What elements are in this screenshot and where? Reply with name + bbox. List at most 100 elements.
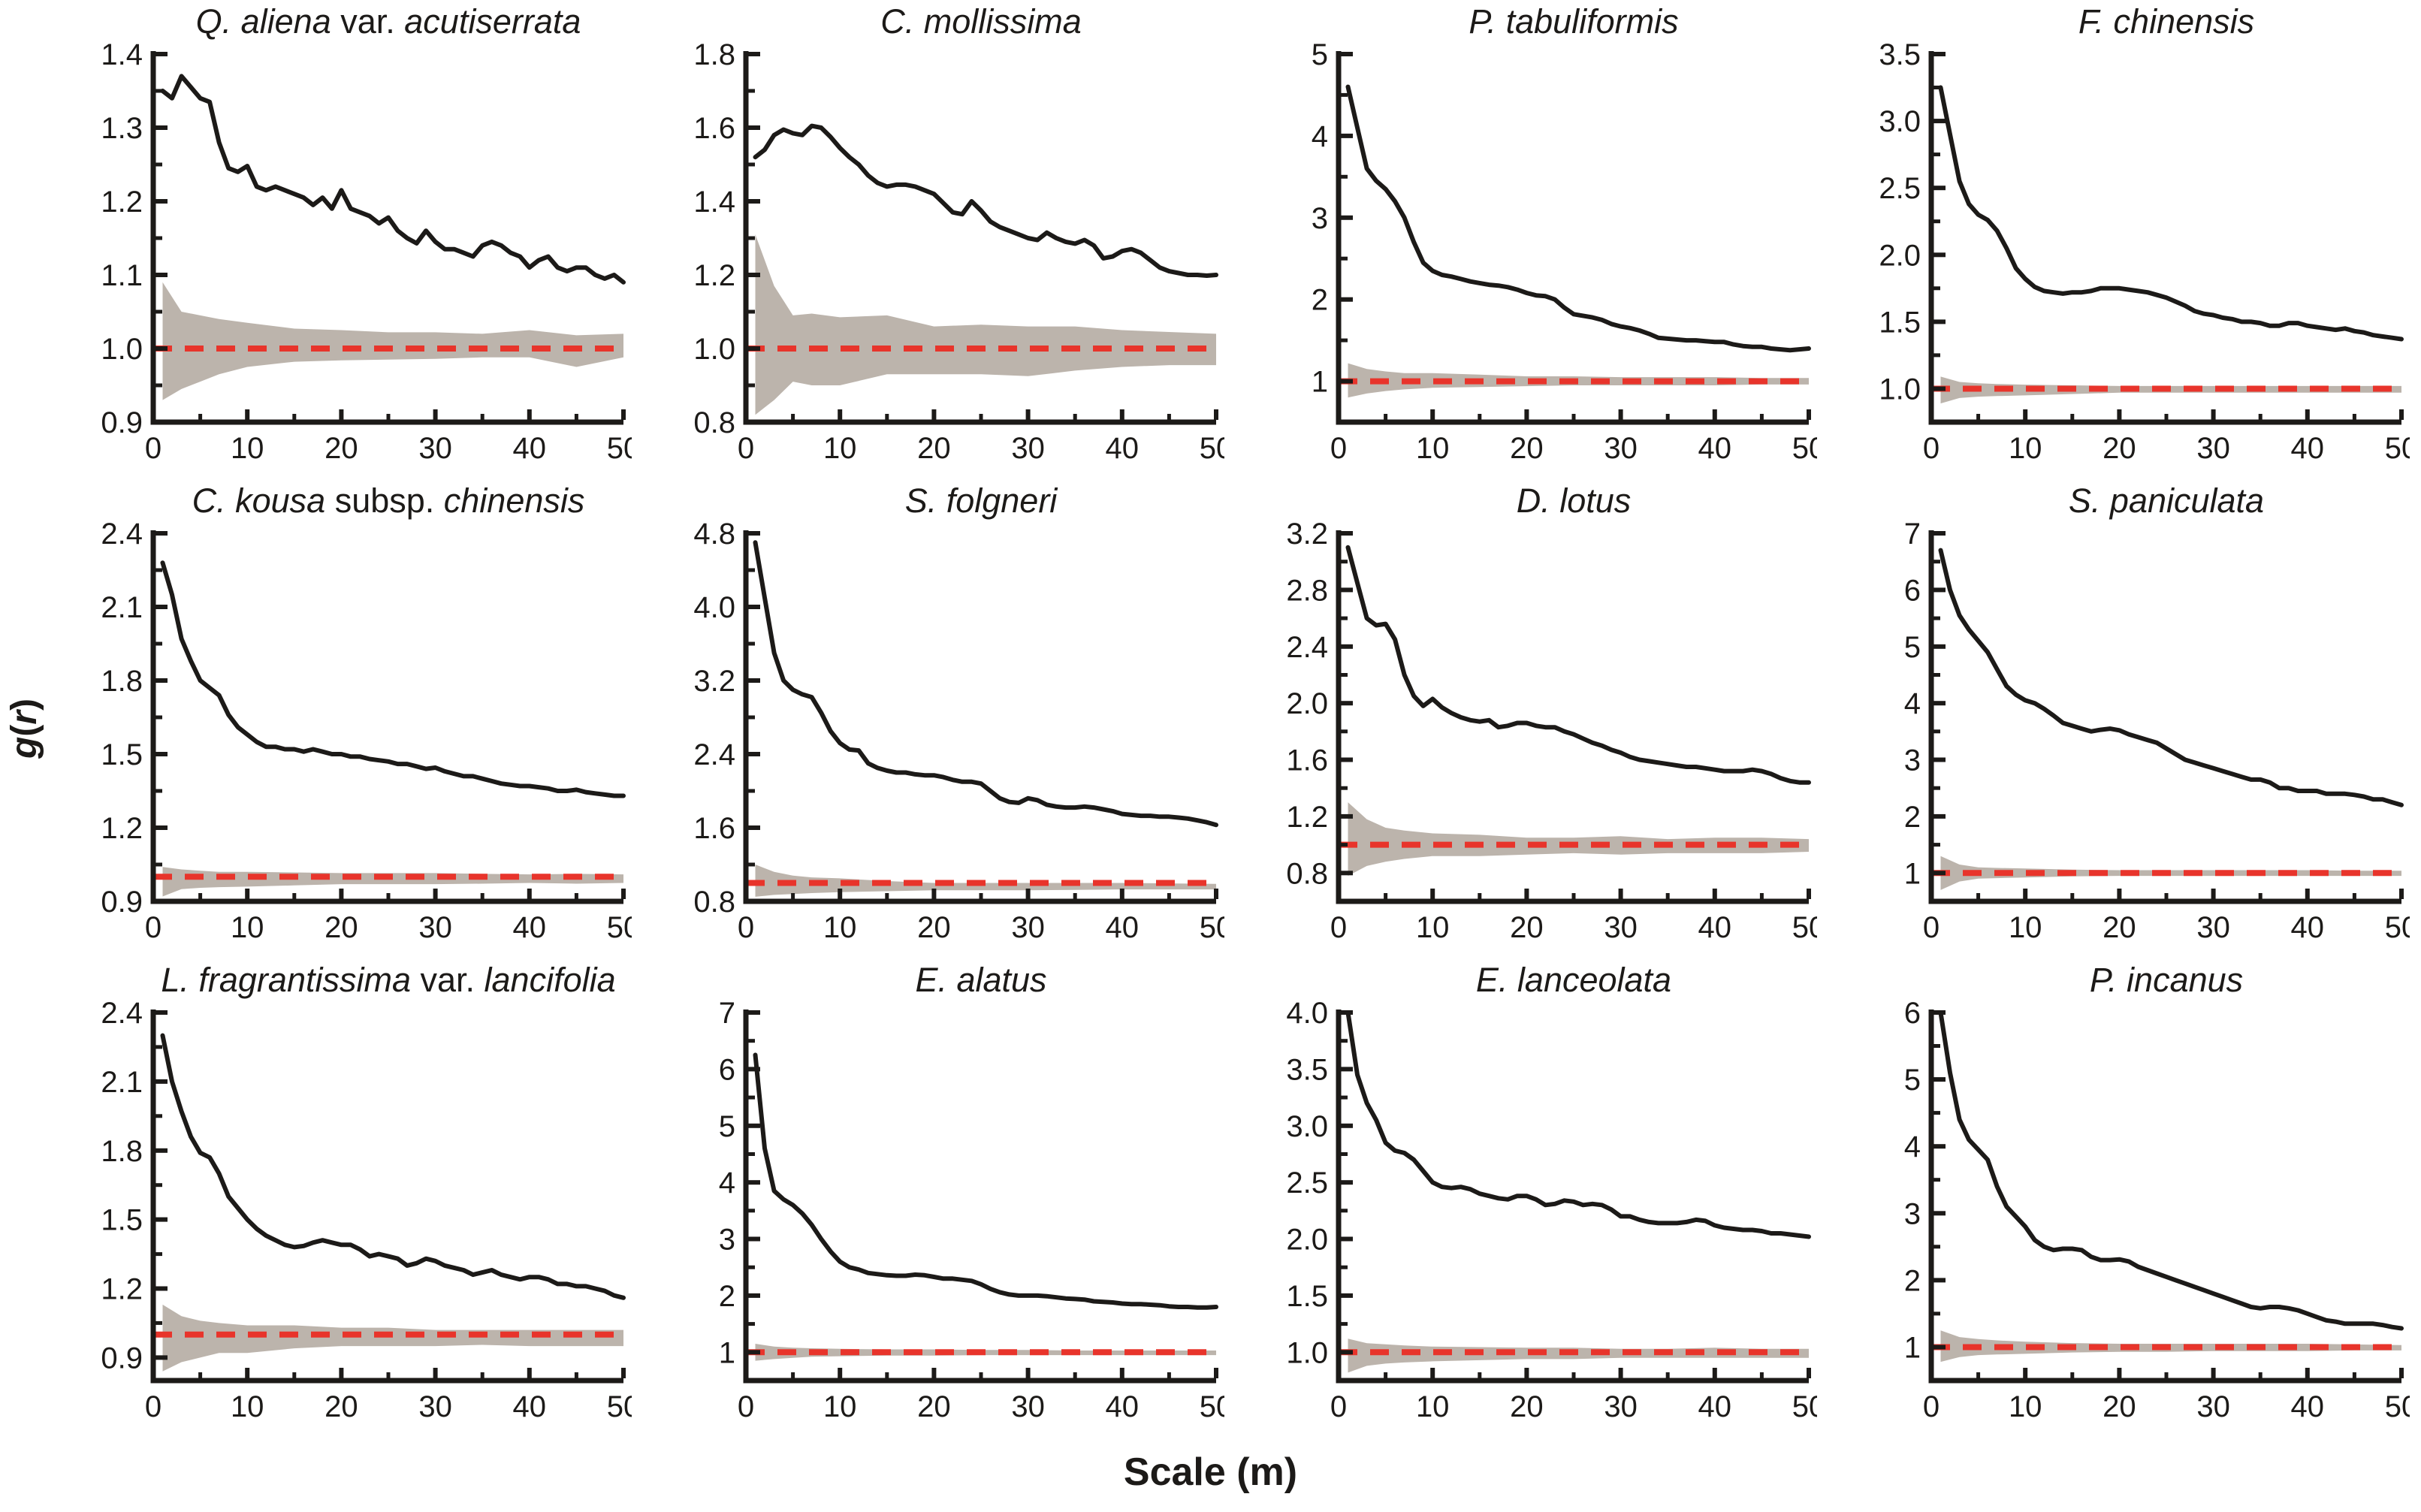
x-tick-label: 50 [607,1390,632,1423]
x-tick-label: 50 [1792,432,1817,465]
x-tick-label: 30 [2196,1390,2230,1423]
x-tick-label: 30 [2196,911,2230,944]
panel-title: E. alatus [915,963,1046,999]
x-tick-label: 10 [823,911,857,944]
panel-title: D. lotus [1517,484,1632,520]
observed-g-curve [1938,548,2404,807]
x-tick-label: 20 [1510,1390,1543,1423]
x-tick-label: 50 [1792,911,1817,944]
y-tick-label: 1 [1904,857,1921,890]
panel-title: C. kousa subsp. chinensis [192,484,585,520]
y-tick-label: 1 [1312,366,1328,399]
panel-title: Q. aliena var. acutiserrata [196,5,581,41]
panel-title: E. lanceolata [1476,963,1671,999]
y-tick-label: 5 [1904,631,1921,664]
panel-s-folgneri: 0 10 20 30 40 50 0.8 1.6 2.4 3.2 4.0 4.8 S. folgneri [693,484,1224,944]
x-tick-label: 50 [2385,911,2410,944]
y-tick-label: 3 [719,1224,735,1257]
simulation-envelope [162,1304,623,1372]
y-tick-label: 1.3 [101,112,143,145]
panel-title: L. fragrantissima var. lancifolia [161,963,615,999]
y-tick-label: 2.4 [101,518,143,551]
y-tick-label: 3.2 [1286,518,1328,551]
y-tick-label: 7 [1904,518,1921,551]
y-tick-label: 6 [719,1053,735,1086]
simulation-envelope [162,282,623,400]
observed-g-curve [753,123,1218,278]
y-tick-label: 1.8 [101,1135,143,1168]
y-tick-label: 3 [1904,744,1921,777]
y-tick-label: 3 [1904,1197,1921,1230]
y-tick-label: 5 [1904,1064,1921,1097]
y-tick-label: 1.1 [101,259,143,292]
y-tick-label: 3.5 [1286,1053,1328,1086]
y-tick-label: 7 [719,997,735,1030]
x-tick-label: 0 [145,432,162,465]
x-tick-label: 10 [231,1390,264,1423]
x-tick-label: 40 [513,432,547,465]
y-tick-label: 4.0 [693,591,735,624]
observed-g-curve [160,1033,626,1300]
panel-title: P. tabuliformis [1469,5,1678,41]
y-tick-label: 2.0 [1286,687,1328,720]
x-tick-label: 20 [917,432,951,465]
y-tick-label: 0.9 [101,1341,143,1375]
panel-title: C. mollissima [880,5,1082,41]
y-tick-label: 1.8 [693,38,735,71]
y-tick-label: 2.5 [1286,1166,1328,1200]
x-tick-label: 0 [145,911,162,944]
y-tick-label: 4.8 [693,518,735,551]
y-tick-label: 2.0 [1879,239,1921,272]
simulation-envelope [755,865,1216,897]
x-tick-label: 10 [231,432,264,465]
x-tick-label: 0 [1923,1390,1940,1423]
x-tick-label: 50 [2385,432,2410,465]
x-tick-label: 20 [2103,911,2136,944]
x-tick-label: 0 [1923,911,1940,944]
observed-g-curve [1938,85,2404,342]
x-tick-label: 10 [2009,1390,2042,1423]
y-tick-label: 2.1 [101,591,143,624]
x-tick-label: 50 [1200,1390,1224,1423]
x-tick-label: 30 [1011,432,1045,465]
y-tick-label: 3.0 [1286,1110,1328,1143]
x-tick-label: 10 [1416,1390,1450,1423]
y-tick-label: 1 [1904,1332,1921,1365]
y-tick-label: 4 [719,1166,735,1200]
panel-p-incanus: 0 10 20 30 40 50 1 2 3 4 5 6 P. incanus [1904,963,2410,1423]
x-tick-label: 0 [738,1390,754,1423]
y-tick-label: 2.0 [1286,1224,1328,1257]
y-tick-label: 0.8 [693,886,735,919]
x-tick-label: 10 [823,432,857,465]
y-tick-label: 2 [1312,284,1328,317]
x-tick-label: 10 [1416,432,1450,465]
x-tick-label: 50 [1792,1390,1817,1423]
y-tick-label: 1.0 [693,333,735,366]
panel-p-tabuliformis: 0 10 20 30 40 50 1 2 3 4 5 P. tabuliformis [1312,5,1817,465]
y-tick-label: 1.0 [101,333,143,366]
panel-title: F. chinensis [2078,5,2254,41]
x-tick-label: 10 [231,911,264,944]
y-tick-label: 3.2 [693,665,735,698]
x-tick-label: 40 [513,911,547,944]
x-tick-label: 20 [1510,432,1543,465]
simulation-envelope [162,867,623,897]
x-tick-label: 40 [2291,432,2325,465]
panels-grid: 010203040500.91.01.11.21.31.4Q. aliena v… [39,5,2410,1439]
x-tick-label: 50 [607,911,632,944]
y-tick-label: 1.5 [1286,1280,1328,1313]
x-tick-label: 10 [1416,911,1450,944]
y-tick-label: 2 [719,1280,735,1313]
x-tick-label: 10 [2009,911,2042,944]
x-tick-label: 30 [1011,1390,1045,1423]
y-tick-label: 1.2 [693,259,735,292]
simulation-envelope [1940,856,2401,890]
y-tick-label: 2 [1904,1264,1921,1297]
x-tick-label: 20 [2103,432,2136,465]
x-tick-label: 20 [325,1390,358,1423]
y-tick-label: 1.0 [1879,373,1921,406]
y-tick-label: 1.6 [693,112,735,145]
x-tick-label: 20 [1510,911,1543,944]
simulation-envelope [1940,376,2401,404]
